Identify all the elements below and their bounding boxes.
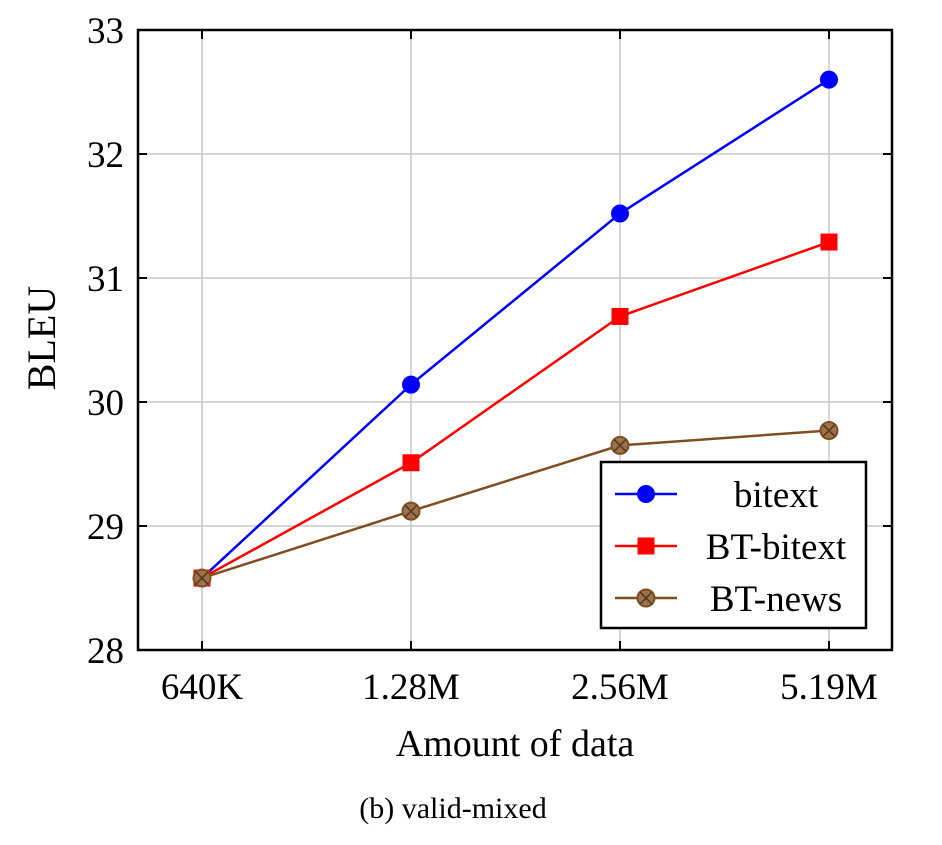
series-group <box>192 70 839 588</box>
legend-entry-bt-bitext: BT-bitext <box>615 527 847 568</box>
data-point-bitext <box>402 375 420 394</box>
figure-caption: (b) valid-mixed <box>359 792 546 825</box>
legend-label-bt-bitext: BT-bitext <box>706 527 847 568</box>
data-point-bt-news <box>401 501 421 521</box>
data-point-bitext <box>820 70 838 89</box>
legend-label-bitext: bitext <box>734 475 819 516</box>
x-tick-label: 1.28M <box>362 667 460 708</box>
data-point-bt-news <box>610 435 630 455</box>
series-line-bitext <box>201 78 830 579</box>
legend: bitext BT-bitext BT-news <box>599 460 868 630</box>
data-point-bt-news <box>819 421 839 441</box>
y-tick-labels: 28 29 30 31 32 33 <box>87 11 892 672</box>
legend-label-bt-news: BT-news <box>710 579 842 620</box>
data-point-bt-bitext <box>402 454 420 472</box>
data-point-bt-news <box>192 568 212 588</box>
x-axis-label: Amount of data <box>396 723 635 765</box>
y-tick-label: 33 <box>87 11 124 52</box>
legend-marker-bt-news <box>636 588 656 608</box>
x-tick-label: 2.56M <box>571 667 669 708</box>
y-tick-label: 29 <box>87 507 124 548</box>
y-tick-label: 32 <box>87 135 124 176</box>
legend-marker-bt-bitext <box>637 537 655 555</box>
x-tick-label: 5.19M <box>780 667 878 708</box>
series-line-bt-news <box>201 429 830 580</box>
y-tick-label: 31 <box>87 259 124 300</box>
legend-entry-bt-news: BT-news <box>615 579 842 620</box>
data-point-bitext <box>611 204 629 223</box>
y-tick-label: 30 <box>87 383 124 424</box>
data-point-bt-bitext <box>611 307 629 325</box>
y-axis-label: BLEU <box>19 286 64 391</box>
series-line-bt-bitext <box>201 240 830 580</box>
legend-entry-bitext: bitext <box>615 475 819 516</box>
legend-marker-bitext <box>637 485 655 503</box>
x-tick-label: 640K <box>161 667 244 708</box>
plot-frame <box>136 28 894 652</box>
series-bt-news <box>192 421 839 588</box>
y-tick-label: 28 <box>87 631 124 672</box>
x-tick-labels: 640K 1.28M 2.56M 5.19M <box>161 30 878 708</box>
data-point-bt-bitext <box>820 233 838 251</box>
